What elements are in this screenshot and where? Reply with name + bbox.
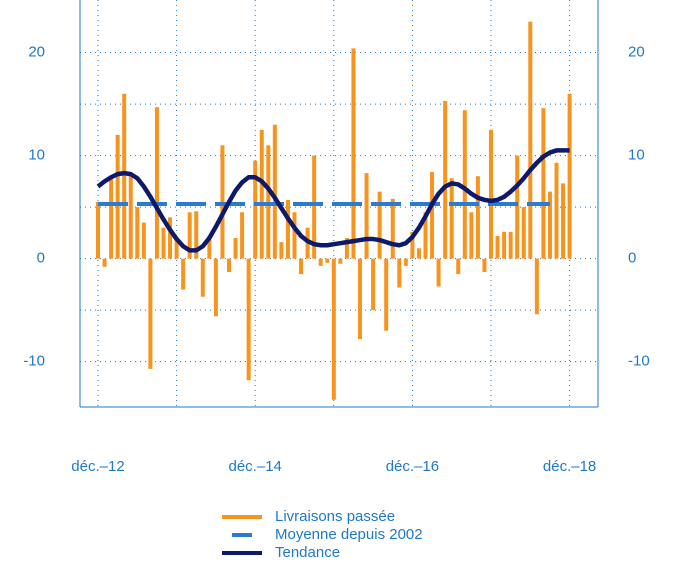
bar [259,129,264,259]
bar [390,198,395,259]
bar [253,160,258,259]
bar [325,258,330,263]
y2-tick-label: -10 [628,353,650,370]
bar [299,258,304,275]
bar [410,231,415,259]
bar [122,93,127,259]
bar [174,238,179,259]
bar [292,212,297,259]
y2-tick-label: 10 [628,147,645,164]
bar [515,155,520,259]
y-tick-label: -10 [23,353,45,370]
bar [96,201,100,259]
bar [220,145,225,259]
bar [161,227,166,259]
y-tick-label: 20 [28,44,45,61]
bar [312,155,317,259]
bar [109,176,114,259]
bar [168,217,173,259]
bar [469,212,474,259]
bar [489,129,493,259]
bar [227,258,231,273]
bar [521,207,526,259]
bar [502,231,507,259]
bar [436,258,441,287]
legend-label: Livraisons passée [275,508,395,525]
bar [246,258,251,381]
x-tick-label: déc.–14 [229,458,282,475]
bar [508,231,513,259]
x-tick-label: déc.–18 [543,458,596,475]
bar [371,258,376,311]
bar [430,172,435,259]
y-tick-label: 0 [37,250,45,267]
bar [148,258,153,369]
trend-line [96,148,570,253]
bar [279,242,284,259]
bar [154,107,159,259]
bar [443,100,448,259]
bar [462,110,467,259]
bar [115,134,120,259]
bar [449,178,454,259]
bar [135,207,140,259]
y-tick-label: 10 [28,147,45,164]
bar [567,93,572,259]
bar [377,191,382,259]
bar [331,258,336,400]
bar [233,238,238,259]
bar [554,162,559,259]
legend-label: Tendance [275,544,340,561]
bar [547,191,552,259]
bar [344,238,349,259]
bar [102,258,107,267]
bar [358,258,362,339]
bar [213,258,218,317]
bar [528,21,533,259]
bar [541,108,546,259]
bar [384,258,389,331]
legend-label: Moyenne depuis 2002 [275,526,423,543]
x-tick-label: déc.–16 [386,458,439,475]
bar [272,124,277,259]
bar [456,258,461,275]
bar [495,235,500,259]
bar [207,235,212,259]
bar [318,258,323,266]
bar [416,248,421,259]
y2-tick-label: 0 [628,250,636,267]
bar [482,258,487,273]
bar [285,199,290,259]
bar [561,183,566,259]
bar [194,211,199,259]
x-tick-label: déc.–12 [71,458,124,475]
bar [364,173,369,259]
bar [475,176,480,259]
bar [351,48,356,259]
bar [200,258,205,297]
bar [187,212,192,259]
bar [423,212,428,259]
bar [240,212,245,259]
bar [403,258,408,266]
bar [128,176,133,259]
y2-tick-label: 20 [628,44,645,61]
bar [397,258,402,288]
bar [266,145,271,259]
bar [338,258,343,264]
bar [141,222,146,259]
bar [181,258,186,290]
bar [534,258,539,315]
